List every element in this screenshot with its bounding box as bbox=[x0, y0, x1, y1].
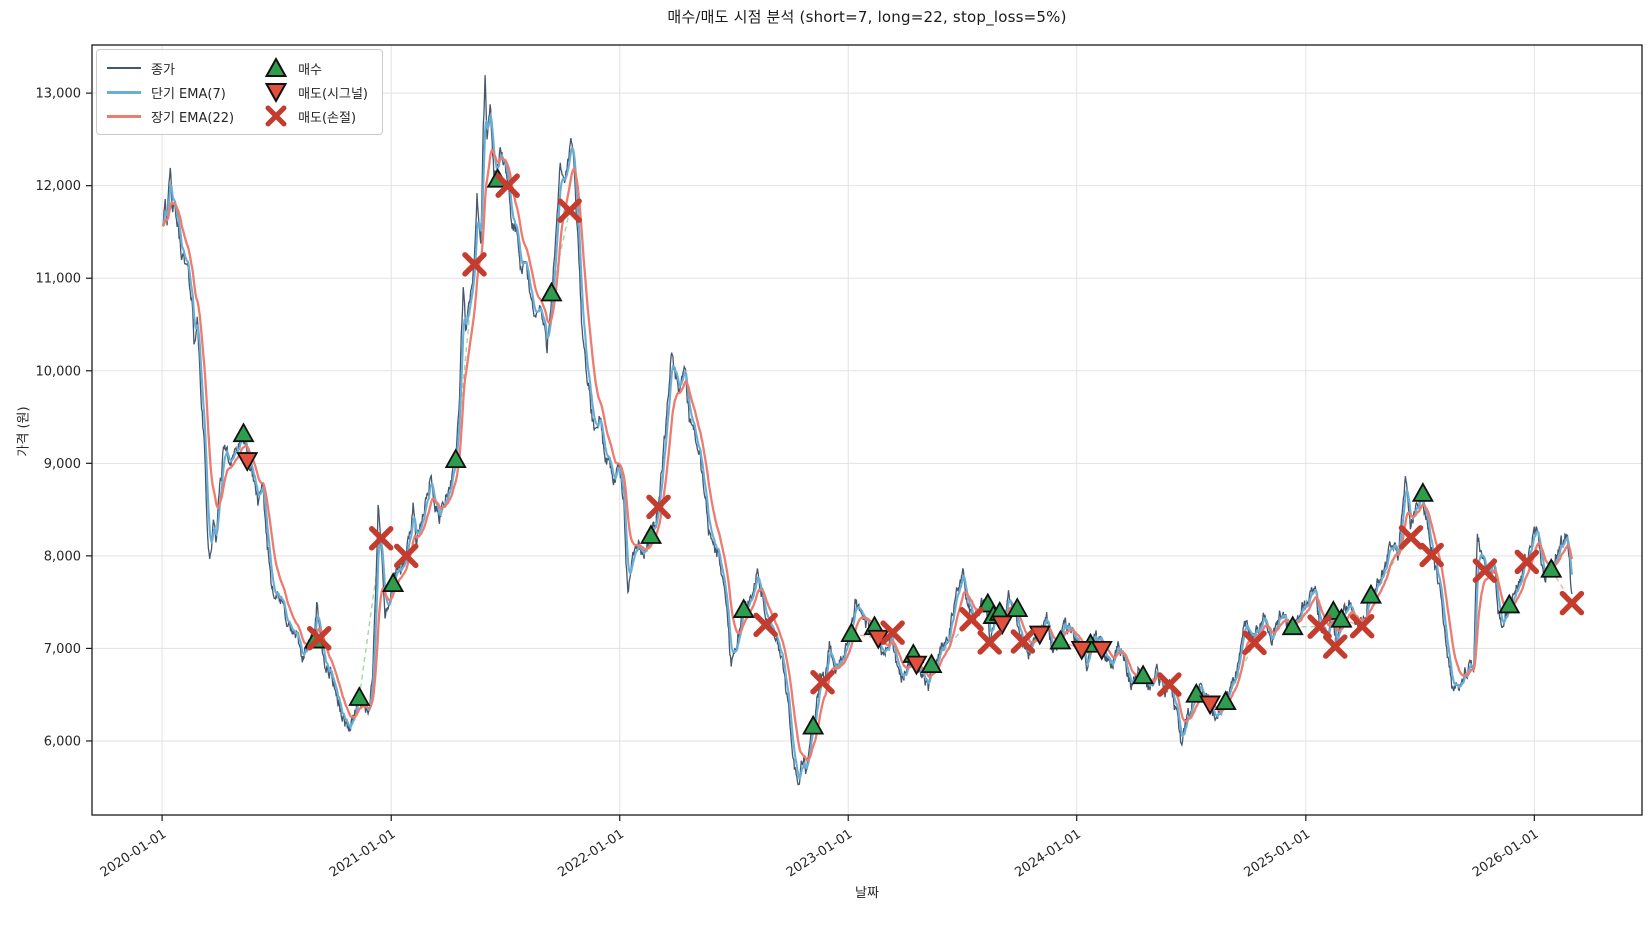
legend-item-buy: 매수 bbox=[264, 56, 368, 80]
svg-text:2020-01-01: 2020-01-01 bbox=[98, 827, 170, 881]
stop-loss-x-icon bbox=[265, 105, 287, 127]
svg-text:2024-01-01: 2024-01-01 bbox=[1012, 827, 1084, 881]
svg-text:9,000: 9,000 bbox=[44, 457, 81, 472]
legend-label-stop-loss: 매도(손절) bbox=[298, 110, 357, 126]
svg-text:13,000: 13,000 bbox=[36, 87, 82, 102]
legend-label-sell-signal: 매도(시그널) bbox=[298, 86, 369, 102]
svg-text:2023-01-01: 2023-01-01 bbox=[784, 827, 856, 881]
svg-text:2022-01-01: 2022-01-01 bbox=[555, 827, 627, 881]
legend-item-sell-signal: 매도(시그널) bbox=[264, 80, 368, 104]
legend-label-ema-short: 단기 EMA(7) bbox=[151, 86, 226, 102]
legend-label-close: 종가 bbox=[151, 62, 175, 78]
svg-text:10,000: 10,000 bbox=[36, 364, 82, 379]
ema-long-line-swatch bbox=[107, 114, 141, 118]
svg-text:11,000: 11,000 bbox=[36, 272, 82, 287]
svg-text:2021-01-01: 2021-01-01 bbox=[327, 827, 399, 881]
buy-triangle-icon bbox=[264, 56, 288, 77]
chart-title: 매수/매도 시점 분석 (short=7, long=22, stop_loss… bbox=[667, 8, 1067, 26]
legend-label-buy: 매수 bbox=[298, 62, 322, 78]
close-line-swatch bbox=[107, 67, 141, 69]
svg-text:2026-01-01: 2026-01-01 bbox=[1470, 827, 1542, 881]
legend-marker-column: 매수 매도(시그널) 매도(손절) bbox=[264, 56, 368, 128]
x-axis-title: 날짜 bbox=[855, 886, 879, 901]
legend-label-ema-long: 장기 EMA(22) bbox=[151, 110, 235, 126]
svg-text:2025-01-01: 2025-01-01 bbox=[1241, 827, 1313, 881]
sell-triangle-icon bbox=[264, 83, 288, 104]
y-axis-title: 가격 (원) bbox=[16, 406, 32, 457]
svg-text:12,000: 12,000 bbox=[36, 179, 82, 194]
legend: 종가 단기 EMA(7) 장기 EMA(22) 매수 bbox=[96, 49, 384, 135]
legend-item-ema-short: 단기 EMA(7) bbox=[107, 80, 234, 104]
legend-item-ema-long: 장기 EMA(22) bbox=[107, 104, 234, 128]
legend-line-column: 종가 단기 EMA(7) 장기 EMA(22) bbox=[107, 56, 234, 128]
legend-item-stop-loss: 매도(손절) bbox=[264, 104, 368, 128]
svg-text:8,000: 8,000 bbox=[44, 549, 81, 564]
ema-short-line-swatch bbox=[107, 90, 141, 94]
svg-text:6,000: 6,000 bbox=[44, 734, 81, 749]
legend-item-close: 종가 bbox=[107, 56, 234, 80]
svg-text:7,000: 7,000 bbox=[44, 642, 81, 657]
